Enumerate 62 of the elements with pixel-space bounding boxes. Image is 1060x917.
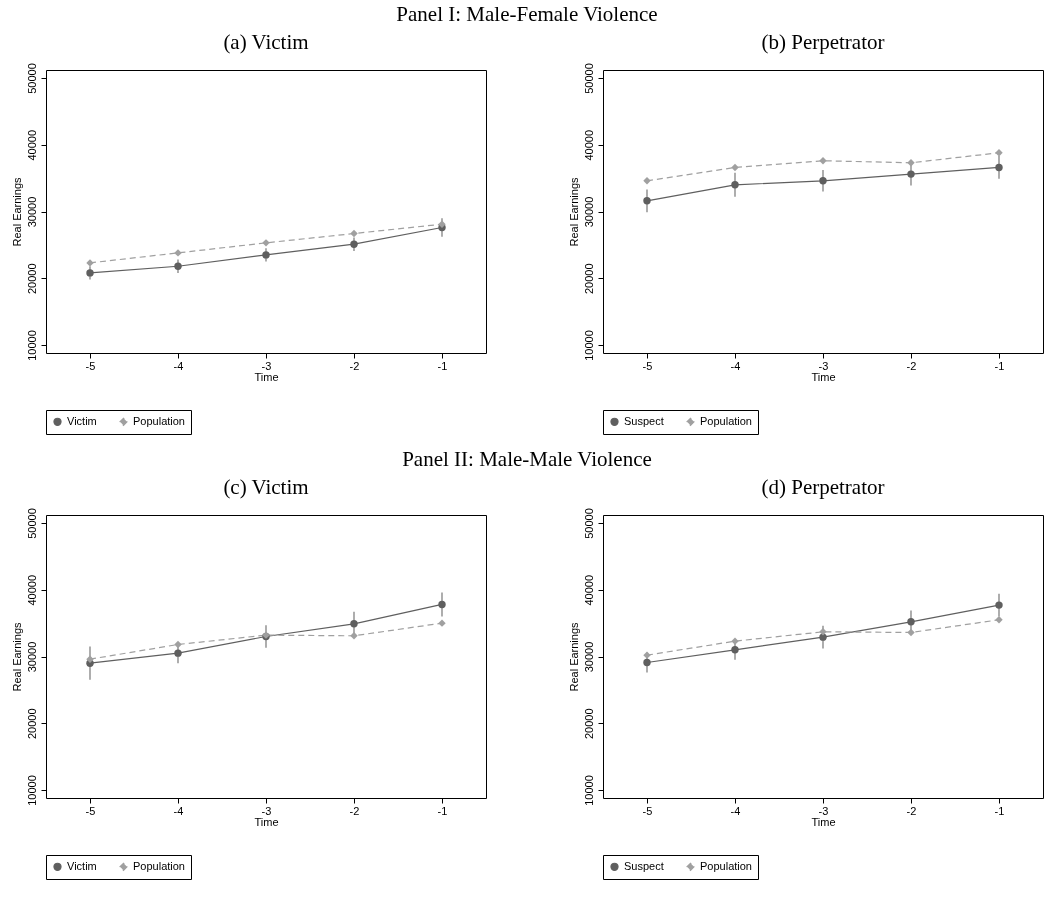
- x-tick-label: -4: [173, 359, 184, 372]
- y-tick-label: 10000: [25, 330, 38, 361]
- chart-title: (d) Perpetrator: [761, 474, 885, 499]
- x-axis-title: Time: [254, 815, 279, 828]
- legend-label: Population: [133, 859, 185, 872]
- y-tick-label: 40000: [25, 129, 38, 161]
- legend-label: Population: [700, 859, 752, 872]
- y-tick-label: 40000: [25, 574, 38, 606]
- x-axis-title: Time: [811, 815, 836, 828]
- x-tick-label: -3: [818, 804, 829, 817]
- y-axis-title: Real Earnings: [567, 176, 580, 247]
- x-tick-label: -1: [437, 804, 448, 817]
- x-tick-label: -2: [349, 804, 360, 817]
- y-tick-label: 40000: [582, 129, 595, 161]
- y-tick-label: 20000: [25, 263, 38, 295]
- y-tick-label: 10000: [582, 330, 595, 361]
- text: Panel I: Male-Female Violence: [396, 2, 658, 27]
- y-tick-label: 20000: [582, 263, 595, 295]
- chart-title: (a) Victim: [223, 29, 309, 54]
- chart-title: (c) Victim: [223, 474, 309, 499]
- x-axis-title: Time: [254, 370, 279, 383]
- y-tick-label: 20000: [25, 708, 38, 740]
- y-tick-label: 10000: [25, 775, 38, 806]
- y-tick-label: 30000: [582, 641, 595, 673]
- y-tick-label: 20000: [582, 708, 595, 740]
- y-tick-label: 10000: [582, 775, 595, 806]
- x-tick-label: -1: [437, 359, 448, 372]
- x-tick-label: -2: [906, 359, 917, 372]
- x-tick-label: -1: [994, 359, 1005, 372]
- x-axis-title: Time: [811, 370, 836, 383]
- x-tick-label: -2: [906, 804, 917, 817]
- x-tick-label: -3: [261, 804, 272, 817]
- x-tick-label: -3: [261, 359, 272, 372]
- chart-title: (b) Perpetrator: [761, 29, 885, 54]
- x-tick-label: -4: [730, 359, 741, 372]
- x-tick-label: -1: [994, 804, 1005, 817]
- legend-label: Population: [133, 414, 185, 427]
- x-tick-label: -5: [85, 804, 96, 817]
- x-tick-label: -5: [642, 359, 653, 372]
- y-tick-label: 30000: [25, 196, 38, 228]
- y-tick-label: 50000: [582, 63, 595, 94]
- y-tick-label: 30000: [25, 641, 38, 673]
- x-tick-label: -5: [85, 359, 96, 372]
- y-axis-title: Real Earnings: [567, 621, 580, 692]
- x-tick-label: -4: [730, 804, 741, 817]
- x-tick-label: -2: [349, 359, 360, 372]
- y-axis-title: Real Earnings: [10, 621, 23, 692]
- legend-label: Victim: [67, 414, 97, 427]
- legend-label: Population: [700, 414, 752, 427]
- x-tick-label: -4: [173, 804, 184, 817]
- legend-label: Suspect: [624, 859, 664, 872]
- x-tick-label: -3: [818, 359, 829, 372]
- y-tick-label: 30000: [582, 196, 595, 228]
- y-tick-label: 50000: [582, 508, 595, 539]
- y-tick-label: 50000: [25, 508, 38, 539]
- legend-label: Victim: [67, 859, 97, 872]
- x-tick-label: -5: [642, 804, 653, 817]
- legend-label: Suspect: [624, 414, 664, 427]
- y-axis-title: Real Earnings: [10, 176, 23, 247]
- y-tick-label: 40000: [582, 574, 595, 606]
- text: Panel II: Male-Male Violence: [402, 447, 652, 472]
- y-tick-label: 50000: [25, 63, 38, 94]
